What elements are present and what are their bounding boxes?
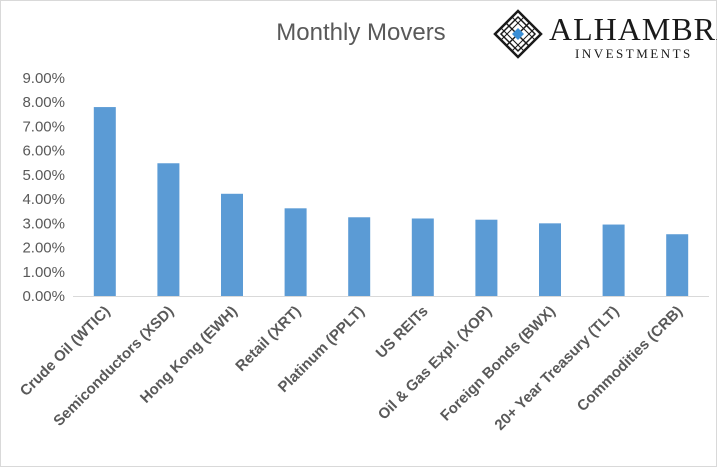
logo-subtitle: INVESTMENTS [575, 46, 693, 61]
y-tick-label: 7.00% [22, 118, 65, 135]
x-tick-label: 20+ Year Treasury (TLT) [491, 303, 622, 434]
y-tick-label: 5.00% [22, 167, 65, 184]
y-tick-label: 9.00% [22, 70, 65, 87]
bar [157, 163, 180, 296]
y-tick-label: 4.00% [22, 191, 65, 208]
bar [539, 223, 561, 296]
x-tick-label: Semiconductors (XSD) [50, 303, 177, 430]
x-tick-label: Oil & Gas Expl. (XOP) [375, 303, 495, 423]
logo-name: ALHAMBRA [549, 11, 717, 47]
bar [666, 234, 689, 296]
y-tick-label: 6.00% [22, 143, 65, 160]
y-tick-label: 3.00% [22, 215, 65, 232]
y-tick-label: 8.00% [22, 94, 65, 111]
chart-title: Monthly Movers [276, 19, 446, 46]
bar [348, 217, 371, 296]
bar [284, 208, 307, 296]
x-tick-label: Foreign Bonds (BWX) [437, 303, 559, 425]
y-tick-label: 0.00% [22, 288, 65, 305]
bar [602, 224, 625, 296]
bar [475, 219, 498, 296]
alhambra-logo: ALHAMBRA INVESTMENTS [493, 9, 717, 61]
bar [221, 193, 243, 296]
diamond-lattice-icon [493, 9, 543, 59]
bar [93, 107, 116, 296]
y-tick-label: 1.00% [22, 264, 65, 281]
x-tick-label: Commodities (CRB) [574, 303, 686, 415]
bar [411, 218, 434, 296]
x-tick-label: US REITs [373, 303, 432, 362]
y-tick-label: 2.00% [22, 240, 65, 257]
